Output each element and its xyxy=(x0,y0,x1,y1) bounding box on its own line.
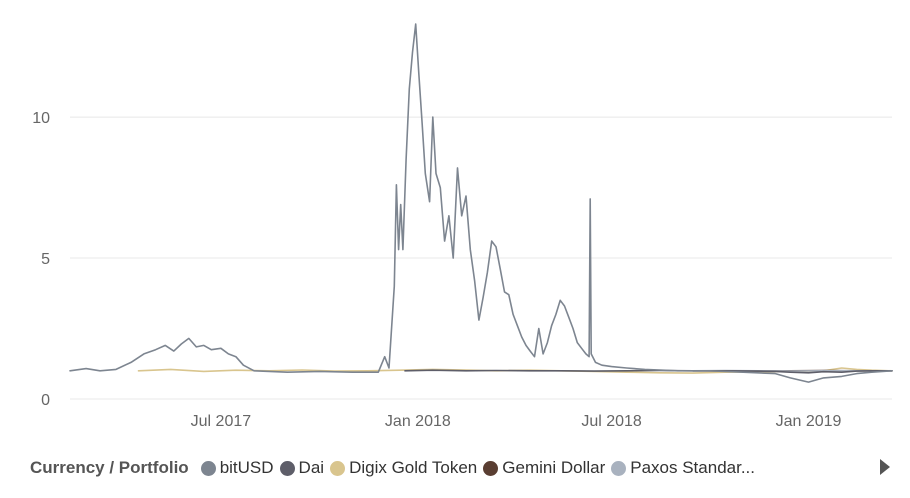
series-lines xyxy=(69,23,893,383)
x-tick-label: Jan 2018 xyxy=(385,413,451,430)
legend-swatch-dai xyxy=(279,460,295,476)
legend-item-dai[interactable]: Dai xyxy=(279,458,325,478)
x-tick-label: Jan 2019 xyxy=(776,413,842,430)
line-chart: 0 5 10 Jul 2017 Jan 2018 Jul 2018 Jan 2019 xyxy=(32,23,893,430)
legend-swatch-gemini-dollar xyxy=(483,460,499,476)
x-tick-label: Jul 2018 xyxy=(581,413,642,430)
y-tick-label: 5 xyxy=(41,251,50,268)
legend-title: Currency / Portfolio xyxy=(30,458,189,477)
legend-item-bitusd[interactable]: bitUSD xyxy=(200,458,274,478)
legend-swatch-bitusd xyxy=(200,460,216,476)
legend-next-arrow-icon[interactable] xyxy=(880,459,890,475)
legend-label-gemini-dollar: Gemini Dollar xyxy=(502,458,606,477)
y-tick-label: 10 xyxy=(32,110,50,127)
legend-label-digix-gold-token: Digix Gold Token xyxy=(349,458,478,477)
legend-label-paxos-standard: Paxos Standar... xyxy=(630,458,755,477)
y-axis: 0 5 10 xyxy=(32,110,50,409)
legend: Currency / Portfolio bitUSD Dai Digix Go… xyxy=(30,455,761,481)
legend-item-gemini-dollar[interactable]: Gemini Dollar xyxy=(483,458,605,478)
legend-item-digix-gold-token[interactable]: Digix Gold Token xyxy=(330,458,477,478)
legend-label-dai: Dai xyxy=(298,458,325,477)
x-tick-label: Jul 2017 xyxy=(191,413,252,430)
legend-item-paxos-standard[interactable]: Paxos Standar... xyxy=(611,458,755,478)
series-line-bitusd[interactable] xyxy=(69,23,893,383)
legend-label-bitusd: bitUSD xyxy=(219,458,274,477)
x-axis: Jul 2017 Jan 2018 Jul 2018 Jan 2019 xyxy=(191,413,842,430)
legend-swatch-digix-gold-token xyxy=(330,460,346,476)
grid xyxy=(70,116,892,400)
y-tick-label: 0 xyxy=(41,392,50,409)
legend-swatch-paxos-standard xyxy=(611,460,627,476)
